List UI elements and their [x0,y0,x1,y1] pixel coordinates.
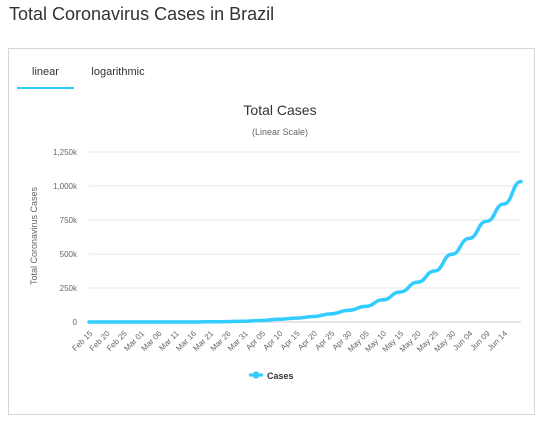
series-line-cases [87,179,523,324]
y-tick-labels: 0 250k 500k 750k 1,000k 1,250k [53,148,78,327]
legend-label-cases: Cases [267,371,294,381]
grid-lines [89,151,521,323]
x-tick-label: Jun 14 [486,329,510,353]
tab-logarithmic[interactable]: logarithmic [91,66,145,78]
tab-linear[interactable]: linear [17,57,74,89]
series-layer [87,179,523,324]
chart-card: linear logarithmic Total Cases (Linear S… [8,48,535,415]
line-chart: Total Cases (Linear Scale) Total Coronav… [29,102,523,381]
y-axis-label: Total Coronavirus Cases [29,186,39,285]
page-title: Total Coronavirus Cases in Brazil [9,4,275,24]
chart-subtitle: (Linear Scale) [252,127,308,137]
y-tick-label: 500k [60,250,78,259]
chart-title: Total Cases [243,102,316,118]
y-tick-label: 250k [60,284,78,293]
legend-marker-dot [252,371,260,379]
legend[interactable]: Cases [249,371,294,381]
y-tick-label: 750k [60,216,78,225]
y-tick-label: 0 [73,318,78,327]
y-tick-label: 1,250k [53,148,78,157]
y-tick-label: 1,000k [53,182,78,191]
